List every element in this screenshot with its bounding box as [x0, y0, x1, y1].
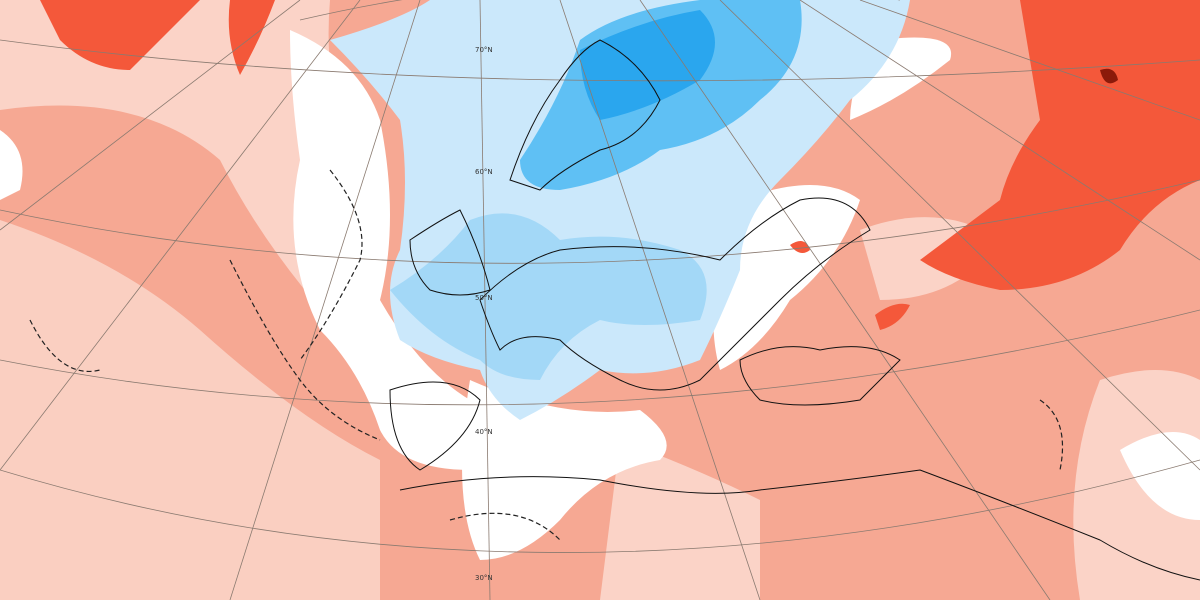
- latitude-label: 30°N: [475, 574, 493, 582]
- latitude-label: 40°N: [475, 428, 493, 436]
- zero-contours: [29, 169, 1063, 541]
- warm-strong-west: [40, 0, 275, 75]
- latitude-labels: 70°N 60°N 50°N 40°N 30°N: [475, 46, 493, 582]
- cold-mid: [390, 213, 707, 380]
- warm-spots: [790, 241, 910, 330]
- warm-strong: [920, 0, 1200, 290]
- warm-extreme: [1100, 68, 1118, 84]
- latitude-label: 70°N: [475, 46, 493, 54]
- coastlines: [389, 39, 1200, 581]
- latitude-label: 60°N: [475, 168, 493, 176]
- cold-strongest: [580, 10, 715, 120]
- latitude-label: 50°N: [475, 294, 493, 302]
